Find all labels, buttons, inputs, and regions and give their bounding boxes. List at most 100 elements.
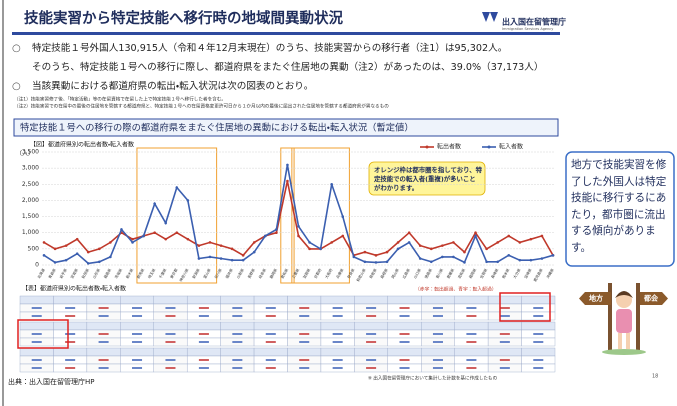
point bbox=[253, 241, 256, 244]
table-cell bbox=[221, 322, 254, 330]
cell-figure bbox=[199, 359, 209, 361]
table-cell bbox=[87, 322, 120, 330]
point bbox=[98, 260, 101, 263]
table-cell bbox=[120, 296, 153, 304]
cell-figure bbox=[500, 333, 510, 335]
bullet: 特定技能１号外国人130,915人（令和４年12月末現在）のうち、技能実習からの… bbox=[32, 42, 507, 54]
cell-figure bbox=[299, 333, 309, 335]
x-tick-label: 茨城県 bbox=[113, 267, 123, 279]
x-tick-label: 高知県 bbox=[456, 267, 466, 279]
cell-figure bbox=[199, 367, 209, 369]
note: （注2）技能実習での在留中の最後の住居地を管轄する都道府県と、特定技能１号への在… bbox=[14, 103, 389, 110]
cell-figure bbox=[99, 307, 109, 309]
point bbox=[297, 225, 300, 228]
point bbox=[507, 235, 510, 238]
cell-figure bbox=[533, 359, 543, 361]
table-title: 【表】都道府県別の転出者数・転入者数 bbox=[22, 285, 126, 293]
source: 出典：出入国在留管理庁HP bbox=[8, 377, 95, 386]
point bbox=[286, 180, 289, 183]
point bbox=[330, 183, 333, 186]
cell-figure bbox=[433, 307, 443, 309]
x-tick-label: 和歌山県 bbox=[355, 267, 367, 282]
x-tick-label: 神奈川県 bbox=[178, 267, 190, 282]
cell-figure bbox=[266, 367, 276, 369]
cell-figure bbox=[65, 359, 75, 361]
point bbox=[408, 241, 411, 244]
table-cell bbox=[187, 322, 220, 330]
table-cell bbox=[288, 322, 321, 330]
point bbox=[43, 254, 46, 257]
cell-figure bbox=[32, 359, 42, 361]
y-tick-label: 3,500 bbox=[22, 149, 39, 156]
point bbox=[164, 222, 167, 225]
point bbox=[452, 241, 455, 244]
x-tick-label: 岩手県 bbox=[58, 267, 68, 279]
cell-figure bbox=[466, 315, 476, 317]
x-tick-label: 静岡県 bbox=[268, 267, 278, 279]
point bbox=[242, 254, 245, 257]
point bbox=[242, 259, 245, 262]
x-tick-label: 岡山県 bbox=[390, 267, 400, 279]
cell-figure bbox=[232, 359, 242, 361]
cell-figure bbox=[299, 315, 309, 317]
legend-dot bbox=[488, 146, 491, 149]
point bbox=[209, 241, 212, 244]
table-cell bbox=[421, 296, 454, 304]
point bbox=[187, 199, 190, 202]
cell-figure bbox=[232, 333, 242, 335]
x-tick-label: 山形県 bbox=[91, 267, 101, 279]
y-tick-label: 1,000 bbox=[22, 229, 39, 236]
point bbox=[319, 248, 322, 251]
bullet: そのうち、特定技能１号への移行に際し、都道府県をまたぐ住居地の異動（注2）があっ… bbox=[32, 61, 543, 73]
logo-mark bbox=[482, 12, 498, 22]
slide: 技能実習から特定技能へ移行時の地域間異動状況 出入国在留管理庁 Immigrat… bbox=[0, 0, 677, 406]
title-rule bbox=[12, 32, 560, 35]
x-tick-label: 秋田県 bbox=[80, 267, 90, 279]
cell-figure bbox=[333, 341, 343, 343]
point bbox=[364, 260, 367, 263]
cell-figure bbox=[199, 341, 209, 343]
point bbox=[109, 241, 112, 244]
point bbox=[353, 256, 356, 259]
point bbox=[397, 248, 400, 251]
table-cell bbox=[87, 348, 120, 356]
point bbox=[131, 241, 134, 244]
point bbox=[87, 251, 90, 254]
x-tick-label: 千葉県 bbox=[158, 267, 168, 279]
point bbox=[198, 257, 201, 260]
x-tick-label: 福岡県 bbox=[468, 267, 478, 279]
point bbox=[98, 248, 101, 251]
point bbox=[474, 235, 477, 238]
cell-figure bbox=[400, 307, 410, 309]
point bbox=[153, 202, 156, 205]
point bbox=[286, 164, 289, 167]
cell-figure bbox=[400, 341, 410, 343]
cell-figure bbox=[132, 367, 142, 369]
point bbox=[120, 228, 123, 231]
cell-figure bbox=[366, 307, 376, 309]
title: 技能実習から特定技能へ移行時の地域間異動状況 bbox=[24, 9, 343, 27]
cell-figure bbox=[533, 367, 543, 369]
cell-figure bbox=[466, 367, 476, 369]
table-cell bbox=[154, 348, 187, 356]
point bbox=[142, 235, 145, 238]
cell-figure bbox=[199, 315, 209, 317]
cell-figure bbox=[32, 341, 42, 343]
cell-figure bbox=[533, 315, 543, 317]
bullet: 当該異動における都道府県の転出・転入状況は次の図表のとおり。 bbox=[32, 80, 313, 92]
point bbox=[76, 252, 79, 255]
cell-figure bbox=[466, 359, 476, 361]
point bbox=[485, 248, 488, 251]
x-tick-label: 佐賀県 bbox=[479, 267, 489, 279]
cell-figure bbox=[165, 315, 175, 317]
x-tick-label: 長野県 bbox=[246, 267, 256, 279]
cell-figure bbox=[32, 333, 42, 335]
point bbox=[65, 259, 68, 262]
table-cell bbox=[221, 348, 254, 356]
table-cell bbox=[321, 348, 354, 356]
table-cell bbox=[455, 296, 488, 304]
point bbox=[474, 231, 477, 234]
point bbox=[109, 256, 112, 259]
point bbox=[209, 256, 212, 259]
cell-figure bbox=[500, 315, 510, 317]
